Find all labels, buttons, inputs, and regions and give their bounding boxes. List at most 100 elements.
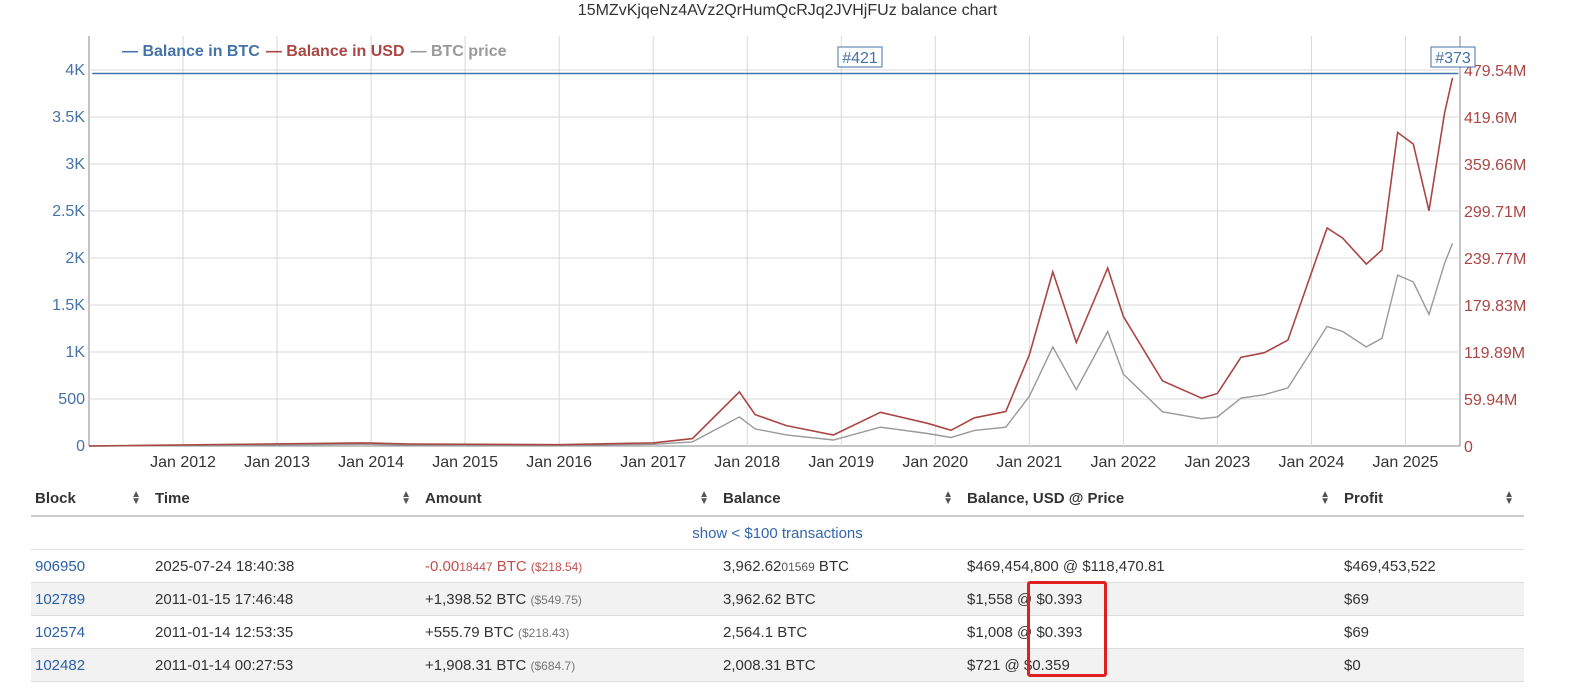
block-cell: 102789: [31, 582, 151, 616]
amount-unit: BTC: [492, 557, 527, 575]
legend-item-2: — BTC price: [411, 43, 507, 60]
block-cell: 102574: [31, 615, 151, 649]
amount-value: +1,398.52: [425, 590, 493, 608]
time-cell: 2011-01-14 00:27:53: [151, 648, 421, 682]
x-tick-label: Jan 2017: [620, 454, 686, 471]
amount-unit: BTC: [479, 623, 514, 641]
x-tick-label: Jan 2020: [902, 454, 968, 471]
chart-title: 15MZvKjqeNz4AVz2QrHumQcRJq2JVHjFUz balan…: [577, 2, 998, 19]
y-right-tick-label: 239.77M: [1464, 251, 1526, 268]
table-row: 906950 2025-07-24 18:40:38 -0.0018447 BTC …: [31, 549, 1524, 583]
updown-arrows-icon[interactable]: ▲ ▼: [943, 489, 953, 507]
y-left-tick-label: 2K: [65, 250, 85, 267]
profit-cell: $69: [1340, 615, 1524, 649]
updown-arrows-icon[interactable]: ▲ ▼: [131, 489, 141, 507]
marker-flag-box: [1430, 46, 1476, 68]
legend-item-1: — Balance in USD: [266, 43, 405, 60]
amount-fine-digits: 18447: [459, 559, 493, 574]
y-left-tick-label: 500: [58, 391, 85, 408]
chart-svg: 0 500 1K 1.5K 2K 2.5K 3K 3.5K 4K 0 59.94M 119.89M 17…: [52, 36, 1526, 471]
x-tick-label: Jan 2014: [338, 454, 404, 471]
highlight-box: [1027, 581, 1107, 677]
amount-usd: ($218.43): [517, 625, 570, 640]
time-cell: 2011-01-14 12:53:35: [151, 615, 421, 649]
updown-arrows-icon[interactable]: ▲ ▼: [699, 489, 709, 507]
amount-cell: +1,398.52 BTC ($549.75): [421, 582, 719, 616]
time-cell: 2025-07-24 18:40:38: [151, 549, 421, 583]
profit-cell: $69: [1340, 582, 1524, 616]
marker-flag-label: #373: [1435, 50, 1471, 67]
profit-cell: $469,453,522: [1340, 549, 1524, 583]
balance-unit: BTC: [781, 656, 816, 674]
updown-arrows-icon[interactable]: ▲ ▼: [401, 489, 411, 507]
table-header-row: Block ▲ ▼ Time ▲ ▼ Amount ▲ ▼ Balance ▲ ▼ Balanc…: [31, 482, 1524, 517]
balance-usd-cell: $721 @ $0.359: [963, 648, 1340, 682]
block-cell: 906950: [31, 549, 151, 583]
header-balance[interactable]: Balance ▲ ▼: [719, 482, 963, 517]
series-line-btc-price: [88, 243, 1454, 447]
y-right-tick-label: 359.66M: [1464, 157, 1526, 174]
x-tick-label: Jan 2024: [1279, 454, 1345, 471]
balance-value: 2,008.31: [723, 656, 782, 674]
amount-unit: BTC: [492, 656, 527, 674]
marker-flag-box: [837, 46, 883, 68]
x-tick-label: Jan 2019: [808, 454, 874, 471]
profit-cell: $0: [1340, 648, 1524, 682]
amount-usd: ($684.7): [530, 658, 576, 673]
y-right-tick-label: 59.94M: [1464, 392, 1517, 409]
table-row: 102482 2011-01-14 00:27:53 +1,908.31 BTC (…: [31, 648, 1524, 682]
series-line-balance-usd: [88, 77, 1454, 447]
x-tick-label: Jan 2016: [526, 454, 592, 471]
amount-value: +1,908.31: [425, 656, 493, 674]
block-link[interactable]: 906950: [35, 557, 86, 575]
table-row: 102789 2011-01-15 17:46:48 +1,398.52 BTC (…: [31, 582, 1524, 616]
y-left-tick-label: 1.5K: [52, 297, 85, 314]
amount-value: -0.00: [425, 557, 460, 575]
x-tick-label: Jan 2022: [1090, 454, 1156, 471]
block-link[interactable]: 102482: [35, 656, 86, 674]
header-time[interactable]: Time ▲ ▼: [151, 482, 421, 517]
balance-unit: BTC: [773, 623, 808, 641]
amount-cell: -0.0018447 BTC ($218.54): [421, 549, 719, 583]
header-profit[interactable]: Profit ▲ ▼: [1340, 482, 1524, 517]
balance-unit: BTC: [814, 557, 849, 575]
amount-unit: BTC: [492, 590, 527, 608]
y-left-tick-label: 1K: [65, 344, 85, 361]
header-block[interactable]: Block ▲ ▼: [31, 482, 151, 517]
header-balance-usd[interactable]: Balance, USD @ Price ▲ ▼: [963, 482, 1340, 517]
show-small-transactions-link[interactable]: show < $100 transactions: [31, 516, 1524, 550]
marker-flag-label: #421: [842, 50, 878, 67]
x-tick-label: Jan 2021: [996, 454, 1062, 471]
y-right-tick-label: 299.71M: [1464, 204, 1526, 221]
balance-cell: 2,564.1 BTC: [719, 615, 963, 649]
y-right-tick-label: 179.83M: [1464, 298, 1526, 315]
x-tick-label: Jan 2025: [1373, 454, 1439, 471]
balance-value: 3,962.62: [723, 590, 782, 608]
balance-cell: 3,962.6201569 BTC: [719, 549, 963, 583]
y-right-tick-label: 119.89M: [1464, 345, 1525, 362]
balance-usd-cell: $1,008 @ $0.393: [963, 615, 1340, 649]
transactions-table: Block ▲ ▼ Time ▲ ▼ Amount ▲ ▼ Balance ▲ ▼ Balanc…: [31, 482, 1524, 682]
x-tick-label: Jan 2018: [714, 454, 780, 471]
block-link[interactable]: 102789: [35, 590, 86, 608]
x-tick-label: Jan 2012: [150, 454, 216, 471]
x-tick-label: Jan 2015: [432, 454, 498, 471]
balance-value: 3,962.62: [723, 557, 782, 575]
y-left-tick-label: 3.5K: [52, 109, 85, 126]
block-cell: 102482: [31, 648, 151, 682]
balance-fine-digits: 01569: [781, 559, 815, 574]
amount-cell: +1,908.31 BTC ($684.7): [421, 648, 719, 682]
balance-usd-cell: $1,558 @ $0.393: [963, 582, 1340, 616]
updown-arrows-icon[interactable]: ▲ ▼: [1504, 489, 1514, 507]
balance-cell: 3,962.62 BTC: [719, 582, 963, 616]
block-link[interactable]: 102574: [35, 623, 86, 641]
amount-value: +555.79: [425, 623, 480, 641]
y-left-tick-label: 3K: [65, 156, 85, 173]
header-amount[interactable]: Amount ▲ ▼: [421, 482, 719, 517]
balance-cell: 2,008.31 BTC: [719, 648, 963, 682]
updown-arrows-icon[interactable]: ▲ ▼: [1320, 489, 1330, 507]
amount-usd: ($549.75): [530, 592, 582, 607]
balance-value: 2,564.1: [723, 623, 774, 641]
y-left-tick-label: 0: [76, 438, 85, 455]
y-left-tick-label: 2.5K: [52, 203, 85, 220]
